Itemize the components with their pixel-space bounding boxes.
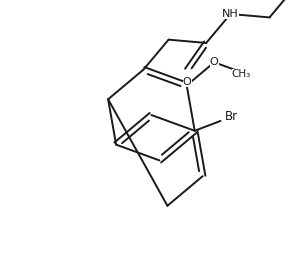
Text: NH: NH bbox=[222, 9, 239, 19]
Text: O: O bbox=[183, 77, 192, 87]
Text: O: O bbox=[210, 57, 219, 67]
Text: Br: Br bbox=[225, 110, 239, 123]
Text: CH₃: CH₃ bbox=[232, 69, 251, 79]
